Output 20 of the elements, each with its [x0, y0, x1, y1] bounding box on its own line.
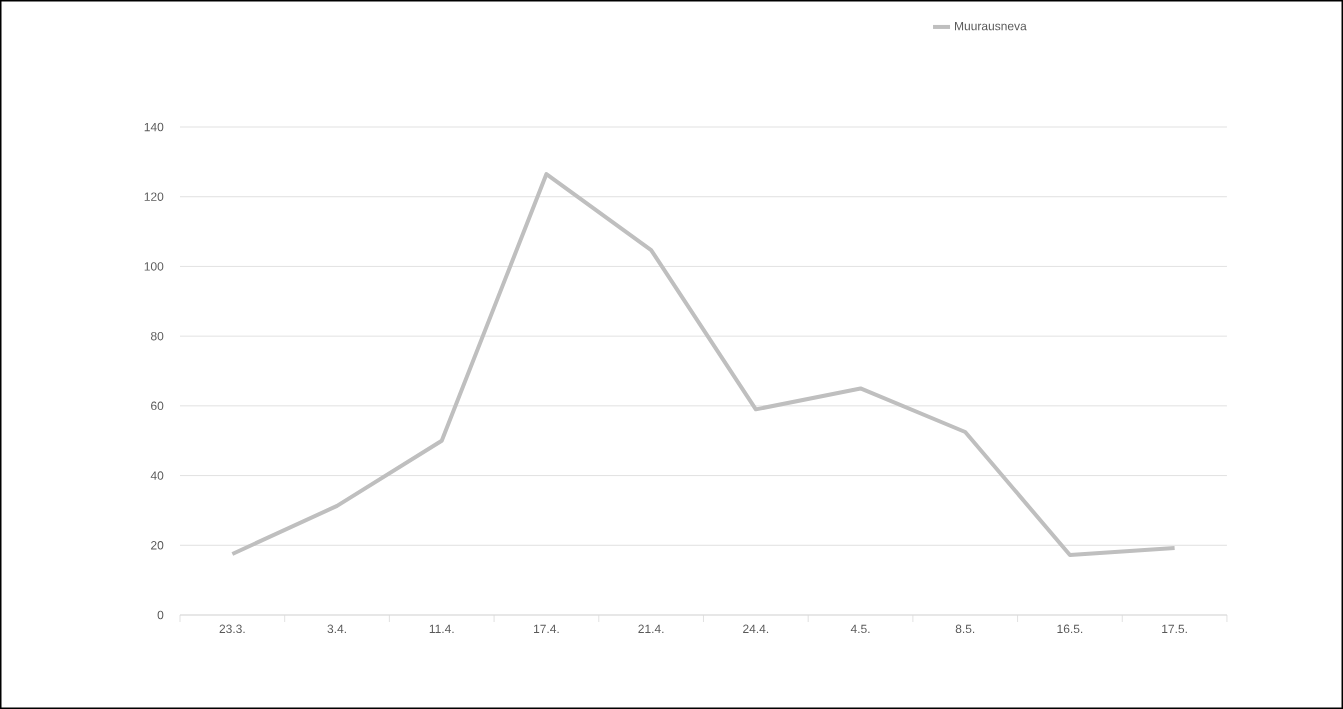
x-tick-label: 16.5. [1057, 624, 1083, 634]
x-tick-label: 21.4. [638, 624, 664, 633]
x-tick-label: 23.3. [219, 624, 245, 634]
x-tick-label: 17.5. [1162, 624, 1187, 634]
y-tick-label: 40 [150, 471, 164, 480]
legend-label: Muurausneva [955, 21, 1027, 31]
x-tick-label: 3.4. [327, 624, 346, 634]
x-tick-label: 24.4. [743, 624, 769, 633]
y-tick-label: 120 [144, 192, 164, 201]
x-tick-label: 8.5. [955, 624, 975, 634]
x-tick-label: 4.5. [850, 624, 870, 634]
y-tick-label: 80 [150, 331, 164, 341]
y-tick-label: 100 [144, 262, 164, 271]
y-tick-label: 0 [157, 610, 164, 620]
y-tick-label: 20 [151, 541, 164, 550]
x-tick-label: 17.4. [534, 624, 559, 633]
y-tick-label: 60 [151, 401, 164, 411]
x-tick-label: 11.4. [429, 624, 454, 633]
y-tick-label: 140 [144, 122, 164, 132]
line-series [230, 172, 1177, 558]
